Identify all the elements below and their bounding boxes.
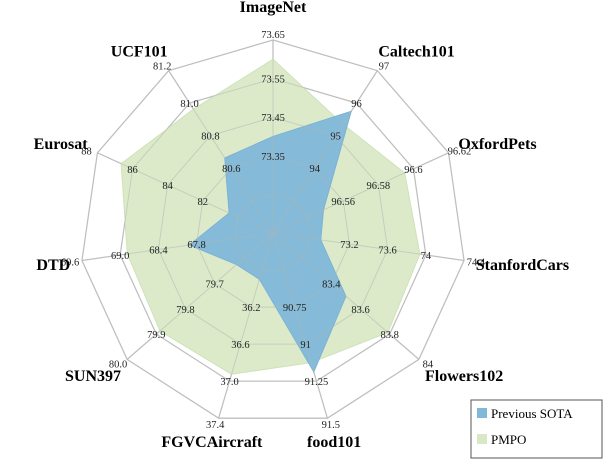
axis-label-layer: ImageNet Caltech101 OxfordPets StanfordCars… [34,0,569,451]
spoke-overlay-eurosat [97,152,274,234]
axis-label-fgvcaircraft: FGVCAircraft [161,434,263,451]
axis-label-oxfordpets: OxfordPets [458,136,536,153]
tick-label-fgvcaircraft-1: 37.4 [206,420,225,431]
tick-label-imagenet-3: 73.45 [261,113,285,124]
tick-label-food101-4: 90.75 [283,303,307,314]
axis-label-caltech101: Caltech101 [378,43,454,60]
tick-label-flowers102-2: 83.8 [381,330,399,341]
tick-label-ucf101-4: 80.6 [222,164,240,175]
grid-ring-overlay-5 [81,39,465,419]
series-layer [81,39,465,419]
tick-label-oxfordpets-4: 96.56 [331,197,355,208]
tick-label-dtd-3: 68.4 [149,245,168,256]
tick-label-eurosat-3: 84 [162,181,173,192]
spoke-overlay-ucf101 [168,70,274,234]
legend: Previous SOTA PMPO [470,399,603,459]
spoke-overlay-dtd [81,232,274,261]
tick-label-oxfordpets-2: 96.6 [404,165,422,176]
tick-label-food101-1: 91.5 [322,420,340,431]
spoke-overlay-food101 [272,232,328,419]
tick-label-flowers102-4: 83.4 [322,280,341,291]
tick-layer: 73.65 73.55 73.45 73.35 97 96 95 94 96.62 96.6 96.… [61,30,486,431]
tick-label-sun397-4: 79.7 [205,280,223,291]
tick-label-imagenet-4: 73.35 [261,152,285,163]
tick-label-ucf101-3: 80.8 [201,132,219,143]
tick-label-dtd-4: 67.8 [187,240,205,251]
axis-label-imagenet: ImageNet [240,0,307,16]
tick-label-caltech101-3: 95 [330,132,341,143]
tick-label-oxfordpets-1: 96.62 [448,146,472,157]
tick-label-stanfordcars-2: 74 [421,251,432,262]
spoke-overlay-caltech101 [272,70,378,234]
tick-label-ucf101-1: 81.2 [153,62,171,73]
tick-label-sun397-2: 79.9 [147,330,165,341]
tick-label-stanfordcars-1: 74.4 [467,257,486,268]
tick-label-stanfordcars-4: 73.2 [340,240,358,251]
spoke-overlay-stanfordcars [272,232,465,261]
tick-label-fgvcaircraft-4: 36.2 [242,303,260,314]
tick-label-eurosat-4: 82 [198,197,209,208]
tick-label-eurosat-2: 86 [127,165,138,176]
legend-label-previous-sota: Previous SOTA [491,406,573,421]
spoke-overlay-flowers102 [272,232,420,360]
tick-label-caltech101-1: 97 [379,62,390,73]
grid-ring-overlay-1 [234,193,312,271]
tick-label-imagenet-2: 73.55 [261,75,285,86]
tick-label-flowers102-3: 83.6 [351,305,369,316]
axis-label-dtd: DTD [36,257,70,274]
tick-label-caltech101-2: 96 [351,99,362,110]
grid-ring-overlay-3 [157,116,389,345]
tick-label-dtd-2: 69.0 [111,251,129,262]
tick-label-eurosat-1: 88 [81,146,92,157]
grid-ring-overlay-4 [119,78,427,382]
tick-label-fgvcaircraft-2: 37.0 [220,377,238,388]
tick-label-fgvcaircraft-3: 36.6 [231,340,249,351]
legend-label-pmpo: PMPO [491,432,526,447]
tick-label-food101-2: 91.25 [305,377,329,388]
tick-label-stanfordcars-3: 73.6 [378,245,396,256]
tick-label-sun397-3: 79.8 [176,305,194,316]
legend-swatch-previous-sota [477,408,487,418]
grid-ring-overlay-2 [196,155,350,308]
tick-label-oxfordpets-3: 96.58 [367,181,391,192]
tick-label-food101-3: 91 [300,340,311,351]
axis-label-flowers102: Flowers102 [425,368,503,385]
tick-label-flowers102-1: 84 [423,359,434,370]
axis-label-food101: food101 [307,434,361,451]
spoke-overlay-fgvcaircraft [218,232,274,419]
legend-box [470,399,603,459]
tick-label-imagenet-1: 73.65 [261,30,285,41]
spoke-overlay-oxfordpets [272,152,449,234]
axis-label-eurosat: Eurosat [34,136,89,153]
tick-label-caltech101-4: 94 [309,164,320,175]
tick-label-ucf101-2: 81.0 [180,99,198,110]
tick-label-sun397-1: 80.0 [109,359,127,370]
tick-label-dtd-1: 69.6 [61,257,79,268]
legend-swatch-pmpo [477,434,487,444]
axis-label-sun397: SUN397 [65,368,121,385]
spoke-overlay-sun397 [126,232,274,360]
axis-label-ucf101: UCF101 [111,43,168,60]
axis-label-stanfordcars: StanfordCars [476,257,569,274]
